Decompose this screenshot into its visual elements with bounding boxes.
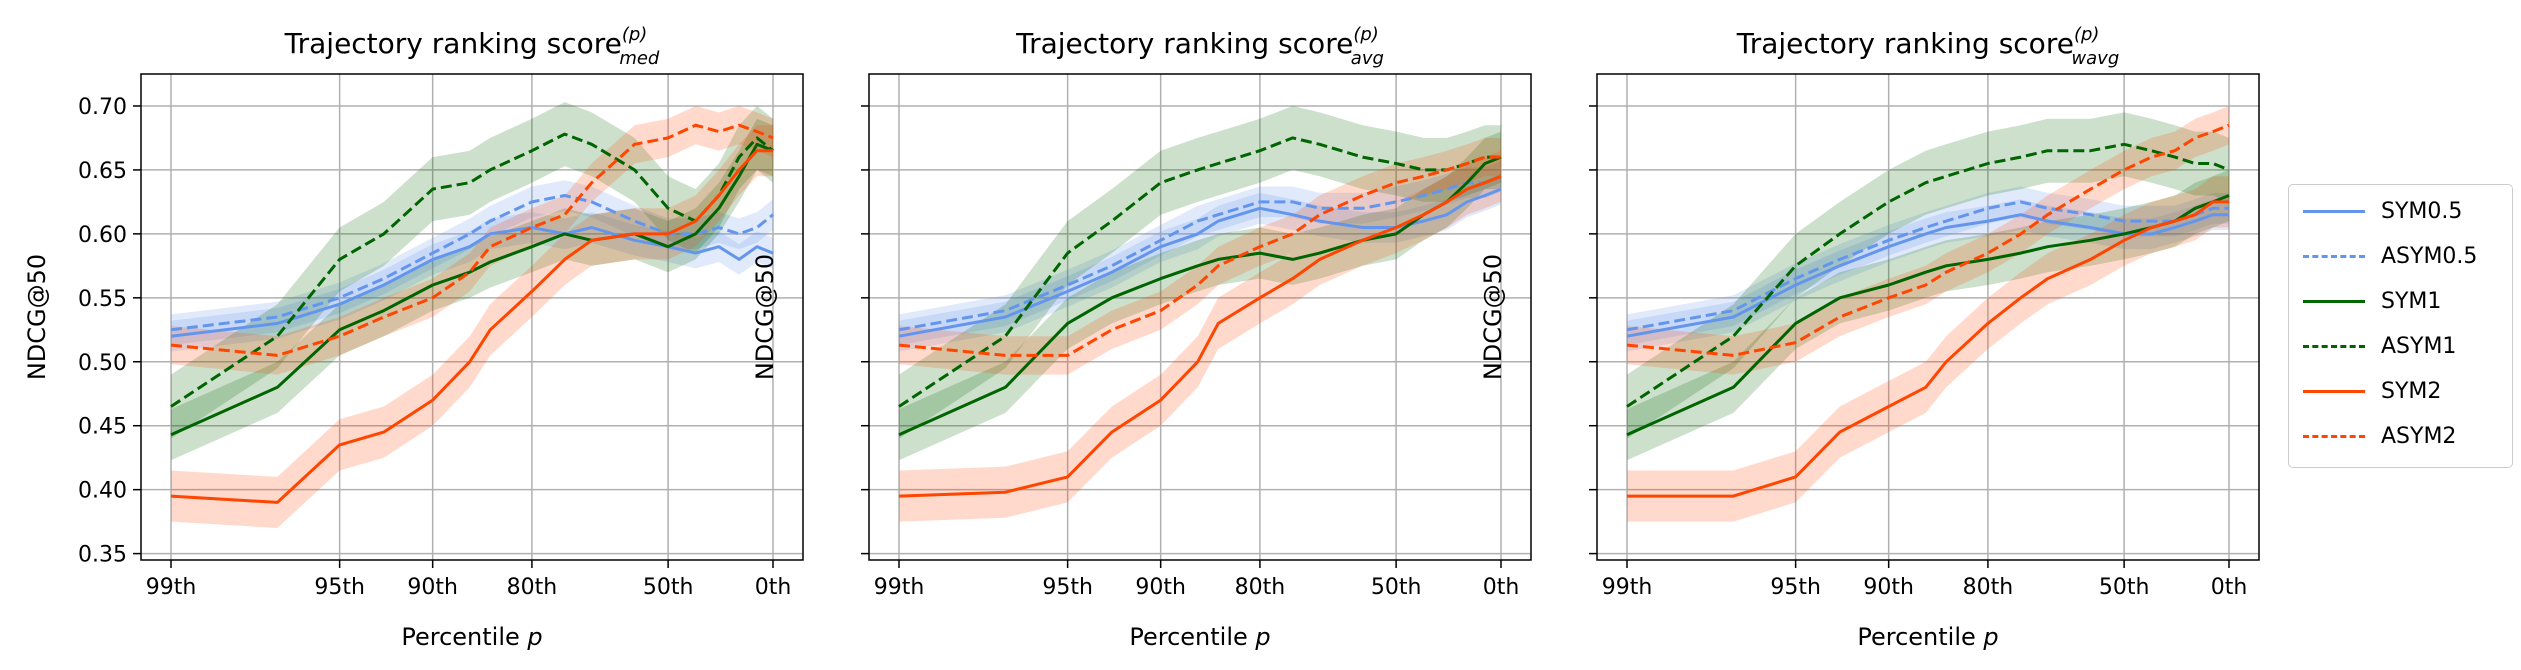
band-sym2 bbox=[171, 125, 773, 528]
band-sym05 bbox=[1627, 199, 2229, 352]
y-tick-label: 0.70 bbox=[78, 95, 127, 120]
x-tick-label: 50th bbox=[643, 575, 694, 600]
series-line-sym2 bbox=[898, 174, 1502, 498]
x-axis-label: Percentile p bbox=[401, 623, 542, 651]
chart-title: Trajectory ranking score(p) med bbox=[284, 24, 660, 69]
legend-swatch-asym05 bbox=[2303, 254, 2365, 258]
band-asym2 bbox=[171, 106, 773, 375]
series-line-sym05 bbox=[898, 187, 1502, 338]
x-tick-label: 80th bbox=[1235, 575, 1286, 600]
x-axis-label: Percentile p bbox=[1129, 623, 1270, 651]
plot-frame bbox=[1596, 73, 2260, 561]
plot-frame bbox=[140, 73, 804, 561]
legend-swatch-sym2 bbox=[2303, 389, 2365, 393]
chart-title: Trajectory ranking score(p) avg bbox=[1015, 24, 1384, 69]
x-axis-label: Percentile p bbox=[1857, 623, 1998, 651]
x-tick-label: 90th bbox=[1863, 575, 1914, 600]
x-tick-label: 99th bbox=[1602, 575, 1653, 600]
legend-item-asym1: ASYM1 bbox=[2303, 326, 2456, 366]
x-tick-label: 90th bbox=[1135, 575, 1186, 600]
band-asym1 bbox=[899, 106, 1501, 439]
chart-title: Trajectory ranking score(p) wavg bbox=[1736, 24, 2120, 69]
chart-panel-2: 99th 95th 90th 80th 50th 0th Trajectory rankin… bbox=[751, 24, 1532, 651]
legend-item-asym05: ASYM0.5 bbox=[2303, 236, 2477, 276]
series-line-sym1 bbox=[170, 142, 774, 437]
x-tick-label: 0th bbox=[755, 575, 792, 600]
series-line-asym2 bbox=[1626, 123, 2230, 357]
y-tick-label: 0.45 bbox=[78, 415, 127, 440]
band-sym05 bbox=[171, 212, 773, 352]
series-line-asym05 bbox=[898, 174, 1502, 332]
legend-swatch-sym1 bbox=[2303, 299, 2365, 303]
series-line-sym2 bbox=[1627, 200, 2229, 498]
series-line-asym2 bbox=[898, 155, 1501, 357]
series-line-sym2 bbox=[170, 149, 773, 504]
series-line-sym1 bbox=[1626, 194, 2230, 437]
y-tick-label: 0.50 bbox=[78, 351, 127, 376]
x-tick-label: 95th bbox=[1770, 575, 1821, 600]
band-asym1 bbox=[171, 102, 773, 439]
y-axis-label: NDCG@50 bbox=[751, 254, 779, 380]
legend-label-asym05: ASYM0.5 bbox=[2381, 243, 2478, 269]
band-sym1 bbox=[171, 118, 773, 461]
x-tick-label: 95th bbox=[314, 575, 365, 600]
y-tick-label: 0.60 bbox=[78, 223, 127, 248]
band-asym2 bbox=[1627, 106, 2229, 375]
band-sym2 bbox=[1627, 176, 2229, 522]
legend-item-asym2: ASYM2 bbox=[2303, 416, 2456, 456]
chart-panel-1: 0.35 0.40 0.45 0.50 0.55 0.60 0.65 0.70 99th 95th… bbox=[23, 24, 804, 651]
legend-item-sym2: SYM2 bbox=[2303, 371, 2441, 411]
x-tick-label: 0th bbox=[2211, 575, 2248, 600]
x-tick-label: 99th bbox=[146, 575, 197, 600]
y-tick-label: 0.55 bbox=[78, 287, 127, 312]
band-asym2 bbox=[899, 137, 1501, 375]
legend-item-sym05: SYM0.5 bbox=[2303, 191, 2462, 231]
y-axis-label: NDCG@50 bbox=[1479, 254, 1507, 380]
series-line-asym2 bbox=[170, 123, 774, 357]
band-sym1 bbox=[899, 131, 1501, 461]
legend: SYM0.5 ASYM0.5 SYM1 ASYM1 SYM2 ASYM2 bbox=[2288, 184, 2513, 468]
legend-swatch-asym1 bbox=[2303, 344, 2365, 348]
legend-label-sym05: SYM0.5 bbox=[2381, 198, 2463, 224]
x-tick-label: 80th bbox=[507, 575, 558, 600]
legend-label-asym2: ASYM2 bbox=[2381, 423, 2457, 449]
x-tick-label: 90th bbox=[407, 575, 458, 600]
band-sym05 bbox=[899, 173, 1501, 352]
x-tick-label: 99th bbox=[874, 575, 925, 600]
series-line-asym05 bbox=[170, 194, 774, 332]
x-tick-label: 95th bbox=[1042, 575, 1093, 600]
x-tick-label: 0th bbox=[1483, 575, 1520, 600]
x-tick-label: 50th bbox=[1371, 575, 1422, 600]
legend-swatch-sym05 bbox=[2303, 209, 2365, 213]
band-asym1 bbox=[1627, 112, 2229, 439]
series-line-asym1 bbox=[1626, 142, 2230, 408]
chart-panel-3: 99th 95th 90th 80th 50th 0th Trajectory rankin… bbox=[1479, 24, 2260, 651]
y-tick-label: 0.40 bbox=[78, 479, 127, 504]
legend-label-asym1: ASYM1 bbox=[2381, 333, 2457, 359]
y-tick-label: 0.65 bbox=[78, 159, 127, 184]
legend-label-sym2: SYM2 bbox=[2381, 378, 2442, 404]
x-tick-label: 80th bbox=[1963, 575, 2014, 600]
legend-label-sym1: SYM1 bbox=[2381, 288, 2442, 314]
series-line-asym1 bbox=[170, 132, 774, 408]
legend-swatch-asym2 bbox=[2303, 434, 2365, 438]
plot-frame bbox=[868, 73, 1532, 561]
series-line-sym05 bbox=[1626, 213, 2229, 338]
legend-item-sym1: SYM1 bbox=[2303, 281, 2441, 321]
y-tick-label: 0.35 bbox=[78, 543, 127, 568]
series-line-sym1 bbox=[898, 155, 1502, 437]
series-line-asym1 bbox=[898, 136, 1501, 408]
y-axis-label: NDCG@50 bbox=[23, 254, 51, 380]
x-tick-label: 50th bbox=[2099, 575, 2150, 600]
